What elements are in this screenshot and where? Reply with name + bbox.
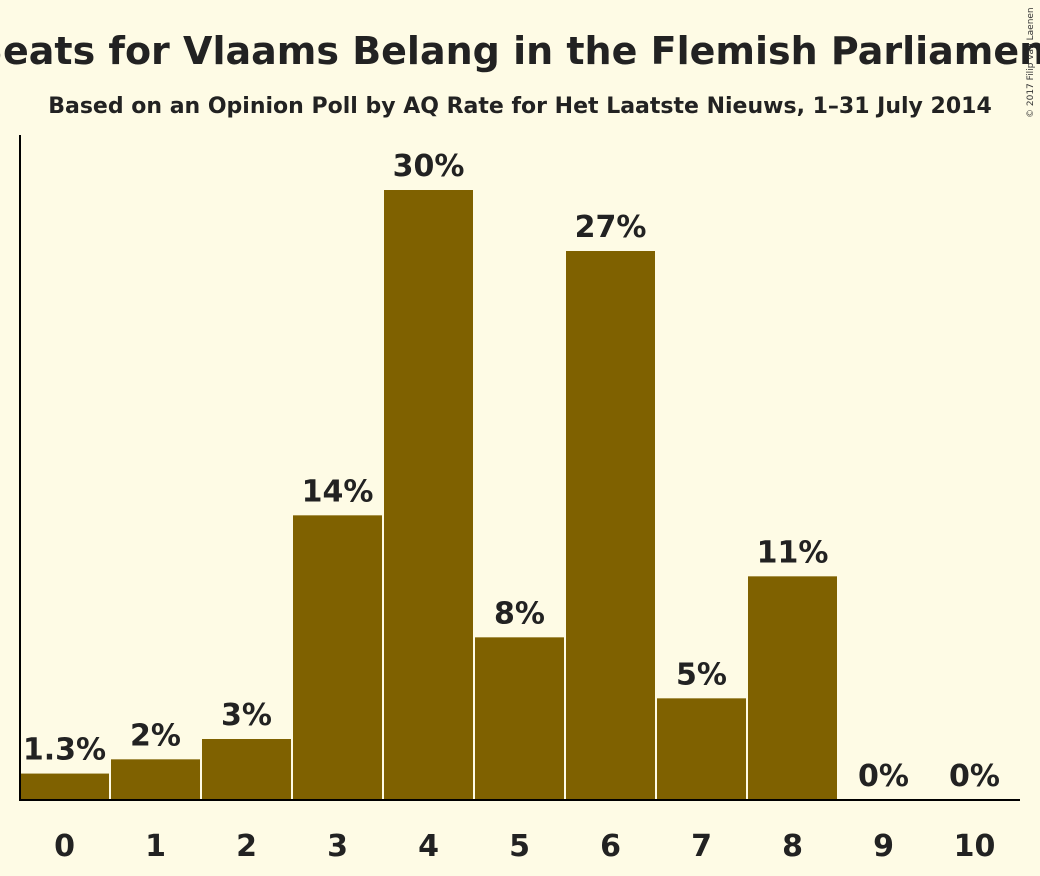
- bar-value-label-4: 30%: [393, 149, 465, 184]
- bar-value-label-6: 27%: [575, 210, 647, 245]
- bars-group: 1.3% 0 2% 1 3% 2 14% 3 30% 4 8% 5 27% 6 5% 7 11% 8 0% 9 0% 10: [20, 149, 1000, 864]
- bar-0: [20, 773, 109, 800]
- x-tick-label-4: 4: [418, 829, 439, 864]
- bar-2: [202, 739, 291, 800]
- bar-4: [384, 190, 473, 800]
- chart-subtitle: Based on an Opinion Poll by AQ Rate for …: [48, 94, 992, 119]
- bar-value-label-9: 0%: [858, 759, 909, 794]
- bar-value-label-8: 11%: [757, 535, 829, 570]
- bar-3: [293, 515, 382, 800]
- bar-value-label-7: 5%: [676, 657, 727, 692]
- bar-value-label-3: 14%: [302, 474, 374, 509]
- x-tick-label-7: 7: [691, 829, 712, 864]
- x-tick-label-2: 2: [236, 829, 257, 864]
- x-tick-label-5: 5: [509, 829, 530, 864]
- chart-title: Seats for Vlaams Belang in the Flemish P…: [0, 29, 1040, 73]
- x-tick-label-6: 6: [600, 829, 621, 864]
- bar-7: [657, 698, 746, 800]
- bar-5: [475, 637, 564, 800]
- x-tick-label-9: 9: [873, 829, 894, 864]
- bar-value-label-2: 3%: [221, 698, 272, 733]
- bar-value-label-10: 0%: [949, 759, 1000, 794]
- bar-1: [111, 759, 200, 800]
- copyright-notice: © 2017 Filip van Laenen: [1026, 7, 1036, 118]
- bar-value-label-1: 2%: [130, 718, 181, 753]
- bar-value-label-0: 1.3%: [23, 733, 106, 768]
- x-tick-label-8: 8: [782, 829, 803, 864]
- bar-8: [748, 576, 837, 800]
- x-tick-label-3: 3: [327, 829, 348, 864]
- bar-6: [566, 251, 655, 800]
- x-tick-label-0: 0: [54, 829, 75, 864]
- x-tick-label-1: 1: [145, 829, 166, 864]
- bar-value-label-5: 8%: [494, 596, 545, 631]
- x-tick-label-10: 10: [954, 829, 996, 864]
